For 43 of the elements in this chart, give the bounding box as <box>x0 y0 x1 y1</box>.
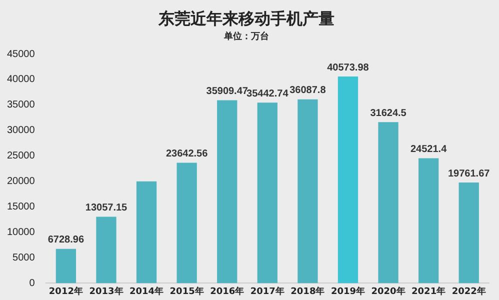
bar <box>56 248 76 284</box>
x-tick-label: 2014年 <box>130 286 164 297</box>
data-label: 23642.56 <box>166 148 208 160</box>
y-tick-label: 5000 <box>12 252 36 264</box>
x-tick-label: 2020年 <box>371 286 406 297</box>
bar <box>257 102 278 284</box>
data-label: 36087.8 <box>290 85 326 96</box>
y-tick-label: 35000 <box>6 100 36 111</box>
chart-subtitle: 单位：万台 <box>223 30 269 42</box>
x-tick-label: 2019年 <box>330 286 366 297</box>
x-tick-label: 2021年 <box>412 286 446 297</box>
y-tick-label: 25000 <box>6 150 36 162</box>
x-tick-label: 2012年 <box>48 286 83 297</box>
data-label: 13057.15 <box>85 202 128 214</box>
y-tick-label: 20000 <box>6 176 36 188</box>
x-tick-label: 2016年 <box>210 286 244 297</box>
data-label: 6728.96 <box>48 234 84 246</box>
y-tick-label: 40000 <box>6 74 36 86</box>
bar <box>338 76 358 284</box>
y-tick-label: 30000 <box>6 125 36 136</box>
data-label: 19761.67 <box>448 168 490 180</box>
bar <box>96 216 116 284</box>
chart-title: 东莞近年来移动手机产量 <box>158 8 334 28</box>
data-label: 35442.74 <box>246 88 289 100</box>
x-tick-label: 2015年 <box>170 286 204 297</box>
y-tick-label: 15000 <box>6 202 36 213</box>
y-tick-label: 10000 <box>6 227 36 238</box>
bar <box>136 181 157 284</box>
bar <box>176 162 197 284</box>
data-label: 40573.98 <box>327 62 370 74</box>
y-tick-label: 45000 <box>6 48 36 60</box>
bar <box>378 122 398 284</box>
bar <box>298 99 318 284</box>
x-tick-label: 2017年 <box>250 286 284 297</box>
x-tick-label: 2022年 <box>452 286 486 297</box>
y-tick-label: 0 <box>29 278 36 289</box>
x-tick-label: 2018年 <box>290 286 325 297</box>
x-tick-label: 2013年 <box>89 286 124 297</box>
bar <box>217 100 238 284</box>
data-label: 31624.5 <box>370 108 407 119</box>
bar <box>458 182 479 284</box>
bar <box>418 158 439 284</box>
data-label: 24521.4 <box>410 144 448 156</box>
